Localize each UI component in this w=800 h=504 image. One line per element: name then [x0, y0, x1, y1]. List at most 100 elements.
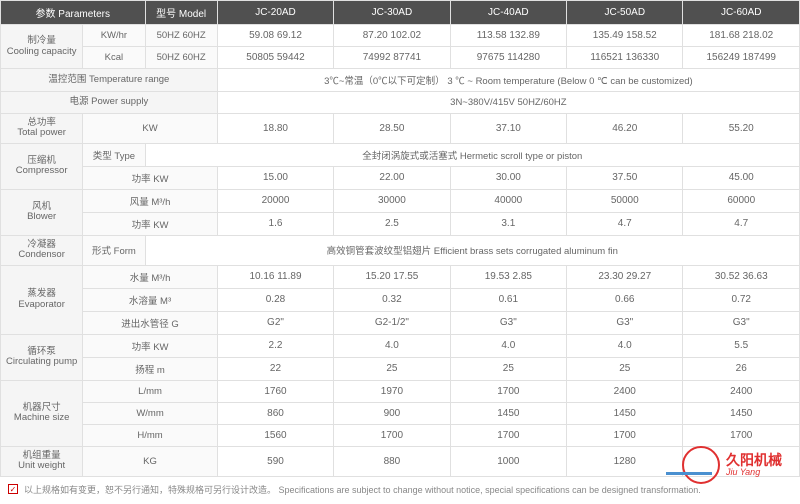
sub-label: KW	[83, 114, 217, 144]
cell-value: 2.5	[334, 212, 450, 235]
sub-label: 形式 Form	[83, 235, 145, 265]
cell-value: 0.66	[567, 288, 683, 311]
table-row: H/mm15601700170017001700	[1, 424, 800, 446]
table-row: 制冷量Cooling capacityKW/hr50HZ 60HZ59.08 6…	[1, 25, 800, 47]
table-row: 循环泵Circulating pump功率 KW2.24.04.04.05.5	[1, 334, 800, 357]
cell-value: 97675 114280	[450, 47, 566, 69]
sub-label: W/mm	[83, 402, 217, 424]
cell-value: 59.08 69.12	[217, 25, 333, 47]
cell-value: 116521 136330	[567, 47, 683, 69]
cell-value: 4.0	[567, 334, 683, 357]
cell-value: 23.30 29.27	[567, 265, 683, 288]
cell-value: 18.80	[217, 114, 333, 144]
table-row: W/mm860900145014501450	[1, 402, 800, 424]
cell-value: 28.50	[334, 114, 450, 144]
cell-value: 4.7	[567, 212, 683, 235]
sub-label2: 50HZ 60HZ	[145, 47, 217, 69]
cell-value: 1700	[450, 424, 566, 446]
cell-value: G3"	[683, 311, 800, 334]
table-row: 温控范围 Temperature range3℃~常温（0℃以下可定制） 3 ℃…	[1, 69, 800, 92]
cell-value: 1000	[450, 446, 566, 476]
row-label: 制冷量Cooling capacity	[1, 25, 83, 69]
cell-value: 15.00	[217, 166, 333, 189]
span-value: 3N~380V/415V 50HZ/60HZ	[217, 92, 799, 114]
sub-label: H/mm	[83, 424, 217, 446]
row-label: 风机Blower	[1, 189, 83, 235]
row-label: 蒸发器Evaporator	[1, 265, 83, 334]
logo-circle-icon	[682, 446, 720, 484]
cell-value: 55.20	[683, 114, 800, 144]
cell-value: 1700	[567, 424, 683, 446]
table-row: 功率 KW1.62.53.14.74.7	[1, 212, 800, 235]
logo: 久阳机械 Jiu Yang	[682, 446, 782, 484]
cell-value: 30.00	[450, 166, 566, 189]
cell-value: 25	[334, 357, 450, 380]
cell-value: 87.20 102.02	[334, 25, 450, 47]
cell-value: 5.5	[683, 334, 800, 357]
cell-value: G3"	[567, 311, 683, 334]
sub-label: 进出水管径 G	[83, 311, 217, 334]
hdr-c4: JC-60AD	[683, 1, 800, 25]
cell-value: G2"	[217, 311, 333, 334]
sub-label: 风量 M³/h	[83, 189, 217, 212]
cell-value: 1700	[683, 424, 800, 446]
sub-label: KW/hr	[83, 25, 145, 47]
sub-label: 扬程 m	[83, 357, 217, 380]
cell-value: 0.61	[450, 288, 566, 311]
span-value: 全封闭涡旋式或活塞式 Hermetic scroll type or pisto…	[145, 143, 799, 166]
sub-label: 类型 Type	[83, 143, 145, 166]
hdr-params: 参数 Parameters	[1, 1, 146, 25]
cell-value: 46.20	[567, 114, 683, 144]
footer: ✓ 以上规格如有变更，恕不另行通知，特殊规格可另行设计改造。 Specifica…	[0, 477, 800, 502]
table-row: Kcal50HZ 60HZ50805 5944274992 8774197675…	[1, 47, 800, 69]
check-icon: ✓	[8, 484, 18, 494]
sub-label: 水量 M³/h	[83, 265, 217, 288]
hdr-c3: JC-50AD	[567, 1, 683, 25]
cell-value: 2400	[683, 380, 800, 402]
span-value: 高效铜管套波纹型铝翅片 Efficient brass sets corruga…	[145, 235, 799, 265]
logo-text: 久阳机械 Jiu Yang	[726, 453, 782, 477]
cell-value: 900	[334, 402, 450, 424]
table-row: 蒸发器Evaporator水量 M³/h10.16 11.8915.20 17.…	[1, 265, 800, 288]
cell-value: 19.53 2.85	[450, 265, 566, 288]
cell-value: 30.52 36.63	[683, 265, 800, 288]
cell-value: 50805 59442	[217, 47, 333, 69]
cell-value: 50000	[567, 189, 683, 212]
cell-value: 60000	[683, 189, 800, 212]
cell-value: 37.50	[567, 166, 683, 189]
cell-value: G2-1/2"	[334, 311, 450, 334]
table-row: 功率 KW15.0022.0030.0037.5045.00	[1, 166, 800, 189]
cell-value: 3.1	[450, 212, 566, 235]
table-row: 压缩机Compressor类型 Type全封闭涡旋式或活塞式 Hermetic …	[1, 143, 800, 166]
sub-label2: 50HZ 60HZ	[145, 25, 217, 47]
cell-value: 135.49 158.52	[567, 25, 683, 47]
cell-value: 45.00	[683, 166, 800, 189]
table-row: 电源 Power supply3N~380V/415V 50HZ/60HZ	[1, 92, 800, 114]
row-label: 总功率Total power	[1, 114, 83, 144]
row-label: 循环泵Circulating pump	[1, 334, 83, 380]
header-row: 参数 Parameters 型号 Model JC-20AD JC-30AD J…	[1, 1, 800, 25]
cell-value: 1700	[334, 424, 450, 446]
cell-value: 1450	[450, 402, 566, 424]
table-row: 机器尺寸Machine sizeL/mm17601970170024002400	[1, 380, 800, 402]
cell-value: 25	[567, 357, 683, 380]
cell-value: 860	[217, 402, 333, 424]
cell-value: 1560	[217, 424, 333, 446]
cell-value: 0.72	[683, 288, 800, 311]
table-row: 风机Blower风量 M³/h2000030000400005000060000	[1, 189, 800, 212]
sub-label: 水溶量 M³	[83, 288, 217, 311]
cell-value: 10.16 11.89	[217, 265, 333, 288]
logo-en: Jiu Yang	[726, 467, 782, 477]
table-row: 冷凝器Condensor形式 Form高效铜管套波纹型铝翅片 Efficient…	[1, 235, 800, 265]
row-label: 温控范围 Temperature range	[1, 69, 218, 92]
row-label: 冷凝器Condensor	[1, 235, 83, 265]
cell-value: 0.28	[217, 288, 333, 311]
spec-table: 参数 Parameters 型号 Model JC-20AD JC-30AD J…	[0, 0, 800, 477]
span-value: 3℃~常温（0℃以下可定制） 3 ℃ ~ Room temperature (B…	[217, 69, 799, 92]
table-body: 制冷量Cooling capacityKW/hr50HZ 60HZ59.08 6…	[1, 25, 800, 477]
sub-label: L/mm	[83, 380, 217, 402]
cell-value: 1700	[450, 380, 566, 402]
cell-value: 2400	[567, 380, 683, 402]
cell-value: 1760	[217, 380, 333, 402]
row-label: 机器尺寸Machine size	[1, 380, 83, 446]
